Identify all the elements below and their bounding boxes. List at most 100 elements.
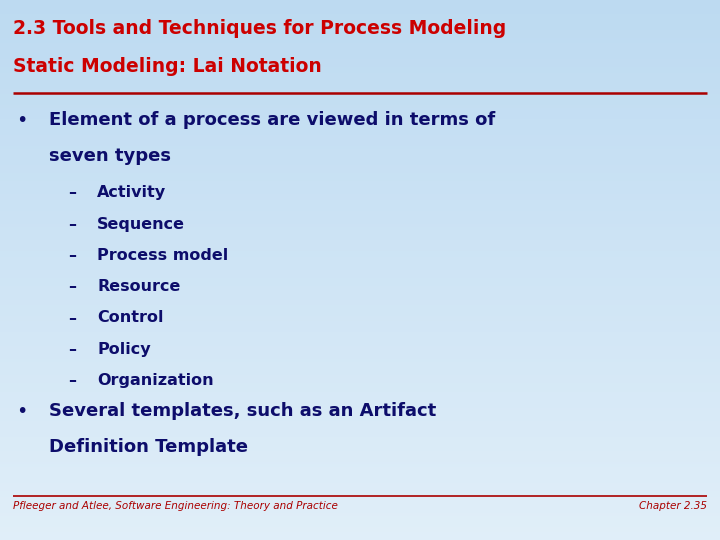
Bar (0, 494, 720, 497)
Bar (0, 427, 720, 429)
Bar (0, 408, 720, 410)
Bar (0, 286, 720, 289)
Bar (0, 181, 720, 184)
Bar (0, 413, 720, 416)
Bar (0, 359, 720, 362)
Bar (0, 281, 720, 284)
Bar (0, 235, 720, 238)
Bar (0, 332, 720, 335)
Bar (0, 8, 720, 11)
Bar (0, 308, 720, 310)
Bar (0, 348, 720, 351)
Bar (0, 73, 720, 76)
Text: Definition Template: Definition Template (49, 438, 248, 456)
Bar (0, 302, 720, 305)
Bar (0, 324, 720, 327)
Bar (0, 416, 720, 418)
Bar (0, 472, 720, 475)
Bar (0, 11, 720, 14)
Bar (0, 316, 720, 319)
Bar (0, 481, 720, 483)
Bar (0, 51, 720, 54)
Bar (0, 265, 720, 267)
Bar (0, 267, 720, 270)
Text: 2.3 Tools and Techniques for Process Modeling: 2.3 Tools and Techniques for Process Mod… (13, 19, 506, 38)
Bar (0, 224, 720, 227)
Bar (0, 462, 720, 464)
Bar (0, 294, 720, 297)
Bar (0, 184, 720, 186)
Bar (0, 111, 720, 113)
Bar (0, 524, 720, 526)
Bar (0, 5, 720, 8)
Bar (0, 200, 720, 202)
Bar (0, 151, 720, 154)
Bar (0, 489, 720, 491)
Bar (0, 400, 720, 402)
Bar (0, 446, 720, 448)
Bar (0, 124, 720, 127)
Bar (0, 189, 720, 192)
Bar (0, 59, 720, 62)
Text: Element of a process are viewed in terms of: Element of a process are viewed in terms… (49, 111, 495, 129)
Bar (0, 370, 720, 373)
Bar (0, 0, 720, 3)
Bar (0, 329, 720, 332)
Bar (0, 389, 720, 392)
Bar (0, 240, 720, 243)
Bar (0, 475, 720, 478)
Bar (0, 491, 720, 494)
Bar (0, 221, 720, 224)
Bar (0, 197, 720, 200)
Bar (0, 502, 720, 505)
Bar (0, 176, 720, 178)
Bar (0, 3, 720, 5)
Bar (0, 14, 720, 16)
Bar (0, 354, 720, 356)
Bar (0, 70, 720, 73)
Bar (0, 392, 720, 394)
Bar (0, 443, 720, 445)
Bar (0, 186, 720, 189)
Bar (0, 24, 720, 27)
Bar (0, 483, 720, 486)
Text: seven types: seven types (49, 147, 171, 165)
Bar (0, 162, 720, 165)
Bar (0, 356, 720, 359)
Bar (0, 227, 720, 229)
Bar (0, 284, 720, 286)
Bar (0, 43, 720, 46)
Bar (0, 89, 720, 92)
Bar (0, 97, 720, 100)
Bar (0, 116, 720, 119)
Bar (0, 68, 720, 70)
Bar (0, 378, 720, 381)
Text: Static Modeling: Lai Notation: Static Modeling: Lai Notation (13, 57, 322, 76)
Bar (0, 529, 720, 532)
Bar (0, 211, 720, 213)
Bar (0, 86, 720, 89)
Text: Several templates, such as an Artifact: Several templates, such as an Artifact (49, 402, 436, 420)
Bar (0, 373, 720, 375)
Bar (0, 526, 720, 529)
Bar (0, 213, 720, 216)
Bar (0, 143, 720, 146)
Bar (0, 451, 720, 454)
Bar (0, 130, 720, 132)
Bar (0, 386, 720, 389)
Bar (0, 532, 720, 535)
Bar (0, 456, 720, 459)
Bar (0, 140, 720, 143)
Bar (0, 424, 720, 427)
Bar (0, 300, 720, 302)
Bar (0, 362, 720, 364)
Bar (0, 513, 720, 516)
Text: –: – (68, 279, 76, 294)
Bar (0, 319, 720, 321)
Bar (0, 405, 720, 408)
Text: Policy: Policy (97, 342, 150, 357)
Bar (0, 22, 720, 24)
Text: Control: Control (97, 310, 163, 326)
Bar (0, 19, 720, 22)
Bar (0, 500, 720, 502)
